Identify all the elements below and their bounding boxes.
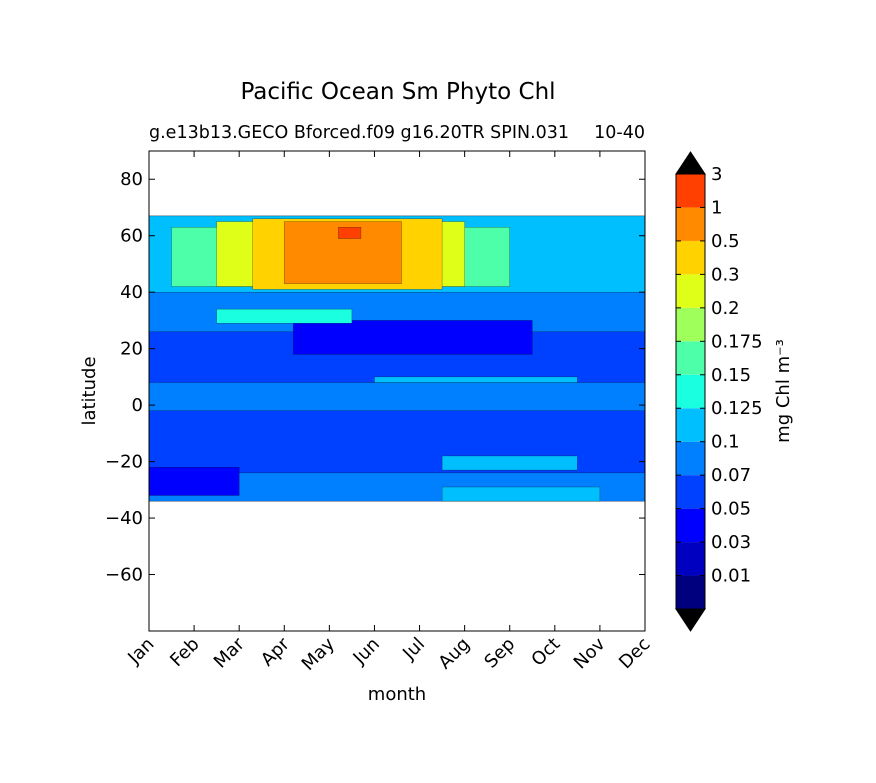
colorbar-tick-label: 0.03 (711, 532, 751, 553)
colorbar-tick-label: 0.175 (711, 331, 763, 352)
colorbar-label: mg Chl m⁻³ (773, 339, 794, 443)
chart-subtitle-left: g.e13b13.GECO Bforced.f09 g16.20TR SPIN.… (149, 123, 569, 143)
y-axis: 80 60 40 20 0 −20 −40 −60 (105, 169, 645, 586)
colorbar-tick-label: 0.15 (711, 365, 751, 386)
x-tick-label: Jul (398, 634, 429, 665)
x-tick-label: Jan (123, 634, 158, 669)
colorbar-tick-label: 0.01 (711, 566, 751, 587)
colorbar-segment (676, 240, 705, 275)
colorbar-tick-label: 0.07 (711, 465, 751, 486)
x-tick-label: Sep (480, 634, 519, 673)
colorbar-segment (676, 575, 705, 609)
y-tick-label: 0 (132, 395, 143, 416)
colorbar-tick-label: 0.1 (711, 432, 740, 453)
colorbar-tick-label: 3 (711, 164, 722, 185)
x-tick-label: Aug (434, 634, 474, 674)
colorbar-tick-label: 1 (711, 197, 722, 218)
colorbar-segment (676, 174, 705, 208)
colorbar-extend-high (675, 151, 706, 175)
colorbar-frame (675, 173, 706, 610)
colorbar-tick-label: 0.3 (711, 264, 740, 285)
contour-region-8 (374, 376, 578, 383)
chart-title: Pacific Ocean Sm Phyto Chl (240, 79, 555, 105)
x-axis-label: month (368, 684, 426, 705)
colorbar-segment (676, 441, 705, 476)
x-tick-label: Dec (615, 634, 654, 673)
colorbar-tick-label: 0.5 (711, 231, 740, 252)
x-tick-label: May (298, 633, 339, 674)
y-tick-label: 60 (120, 226, 143, 247)
y-tick-label: −60 (105, 565, 143, 586)
y-tick-label: −40 (105, 508, 143, 529)
plot-frame (148, 150, 646, 632)
colorbar-segment (676, 341, 705, 375)
colorbar-segment (676, 274, 705, 308)
x-tick-label: Mar (210, 633, 249, 672)
colorbar-segment (676, 508, 705, 543)
x-tick-label: Feb (166, 634, 203, 671)
y-tick-label: −20 (105, 452, 143, 473)
colorbar-tick-label: 0.05 (711, 499, 751, 520)
plot-area (149, 215, 645, 502)
x-tick-label: Apr (257, 633, 294, 670)
colorbar-segment (676, 408, 705, 442)
x-tick-label: Nov (570, 633, 610, 673)
contour-region-6 (441, 486, 601, 502)
colorbar-segment (676, 374, 705, 409)
y-tick-label: 80 (120, 169, 143, 190)
contour-region-1 (149, 382, 645, 411)
contour-region-4 (293, 320, 533, 355)
colorbar-segment (676, 207, 705, 241)
colorbar-segment (676, 307, 705, 342)
colorbar-segment (676, 542, 705, 576)
colorbar-segment (676, 475, 705, 509)
chart-subtitle-right: 10-40 (594, 123, 645, 143)
contour-region-15 (338, 227, 362, 239)
x-tick-label: Oct (527, 634, 564, 671)
colorbar-extend-low (675, 608, 706, 632)
y-tick-label: 20 (120, 339, 143, 360)
y-tick-label: 40 (120, 282, 143, 303)
contour-region-10 (216, 308, 353, 324)
contour-region-7 (441, 455, 578, 471)
contour-region-5 (149, 467, 240, 496)
x-tick-label: Jun (349, 634, 384, 669)
colorbar-tick-label: 0.125 (711, 398, 763, 419)
colorbar: 0.01 0.03 0.05 0.07 0.1 0.125 0.15 0.175 0.2 0.3 0… (675, 151, 763, 632)
colorbar-tick-label: 0.2 (711, 298, 740, 319)
y-axis-label: latitude (79, 356, 100, 425)
